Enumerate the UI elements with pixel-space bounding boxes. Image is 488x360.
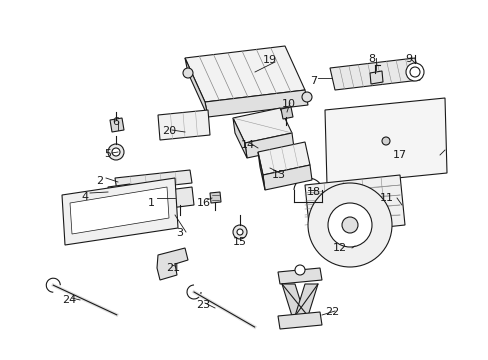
Text: 21: 21 — [165, 263, 180, 273]
Circle shape — [112, 148, 120, 156]
Text: 20: 20 — [162, 126, 176, 136]
Text: 3: 3 — [176, 228, 183, 238]
Text: 14: 14 — [241, 140, 255, 150]
Circle shape — [108, 144, 124, 160]
Polygon shape — [281, 107, 292, 119]
Circle shape — [237, 229, 243, 235]
Text: 6: 6 — [112, 117, 119, 127]
Circle shape — [307, 183, 391, 267]
Text: 7: 7 — [309, 76, 317, 86]
Polygon shape — [329, 58, 419, 90]
Text: 9: 9 — [404, 54, 411, 64]
Text: 4: 4 — [81, 192, 88, 202]
Circle shape — [294, 265, 305, 275]
Text: 12: 12 — [332, 243, 346, 253]
Polygon shape — [115, 170, 192, 191]
Text: 15: 15 — [232, 237, 246, 247]
Text: 13: 13 — [271, 170, 285, 180]
Polygon shape — [184, 58, 207, 117]
Circle shape — [341, 217, 357, 233]
Circle shape — [327, 203, 371, 247]
Text: 22: 22 — [325, 307, 339, 317]
Polygon shape — [110, 118, 124, 132]
Text: 11: 11 — [379, 193, 393, 203]
Polygon shape — [184, 46, 305, 102]
Polygon shape — [168, 187, 194, 208]
Polygon shape — [232, 108, 291, 143]
Text: 18: 18 — [306, 187, 321, 197]
Polygon shape — [325, 98, 446, 185]
Text: 17: 17 — [392, 150, 407, 160]
Polygon shape — [258, 152, 264, 190]
Polygon shape — [263, 165, 311, 190]
Circle shape — [302, 92, 311, 102]
Text: 10: 10 — [282, 99, 295, 109]
Text: 16: 16 — [197, 198, 210, 208]
Polygon shape — [158, 110, 209, 140]
Polygon shape — [209, 192, 221, 203]
Text: 2: 2 — [96, 176, 103, 186]
Circle shape — [409, 67, 419, 77]
Polygon shape — [70, 187, 169, 234]
Polygon shape — [157, 248, 187, 280]
Polygon shape — [278, 312, 321, 329]
Circle shape — [232, 225, 246, 239]
Text: 24: 24 — [62, 295, 76, 305]
Text: 1: 1 — [148, 198, 155, 208]
Polygon shape — [282, 284, 305, 316]
Polygon shape — [294, 284, 317, 316]
Polygon shape — [62, 178, 178, 245]
Text: 23: 23 — [196, 300, 210, 310]
Polygon shape — [108, 184, 132, 200]
Polygon shape — [305, 175, 404, 235]
Polygon shape — [369, 71, 382, 84]
Text: 5: 5 — [104, 149, 111, 159]
Polygon shape — [278, 268, 321, 284]
Circle shape — [405, 63, 423, 81]
Polygon shape — [204, 90, 307, 117]
Polygon shape — [244, 133, 293, 158]
Circle shape — [183, 68, 193, 78]
Polygon shape — [258, 142, 309, 175]
Text: 19: 19 — [263, 55, 277, 65]
Circle shape — [381, 137, 389, 145]
Polygon shape — [232, 118, 246, 158]
Text: 8: 8 — [367, 54, 374, 64]
